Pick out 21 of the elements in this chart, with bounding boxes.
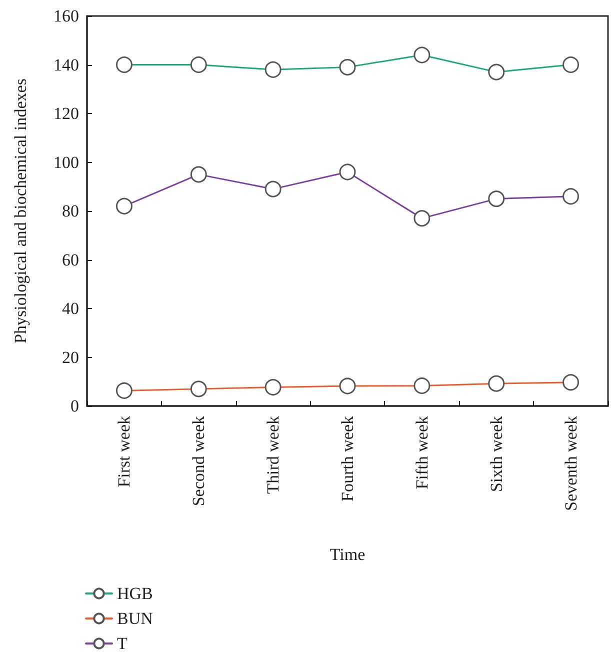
x-tick-label: Second week xyxy=(189,416,208,506)
y-tick-label: 40 xyxy=(62,299,79,318)
x-tick-label: Fifth week xyxy=(412,416,432,490)
y-tick-label: 20 xyxy=(62,348,79,367)
x-tick-label: Sixth week xyxy=(486,416,506,492)
y-tick-label: 140 xyxy=(54,55,79,74)
y-tick-label: 160 xyxy=(54,6,79,26)
legend-label: T xyxy=(117,634,128,653)
y-axis-title: Physiological and biochemical indexes xyxy=(11,78,30,344)
legend-label: HGB xyxy=(117,584,153,603)
y-tick-label: 80 xyxy=(62,202,79,220)
x-tick-label: Third week xyxy=(264,416,283,494)
legend-label: BUN xyxy=(117,609,153,628)
x-tick-label: First week xyxy=(114,416,134,488)
y-tick-label: 0 xyxy=(70,396,79,416)
x-tick-label: Fourth week xyxy=(338,416,357,502)
y-tick-label: 100 xyxy=(54,152,79,172)
y-tick-label: 60 xyxy=(62,250,79,270)
x-axis-title: Time xyxy=(330,545,366,564)
y-tick-label: 120 xyxy=(54,104,79,123)
x-tick-label: Seventh week xyxy=(561,416,580,511)
